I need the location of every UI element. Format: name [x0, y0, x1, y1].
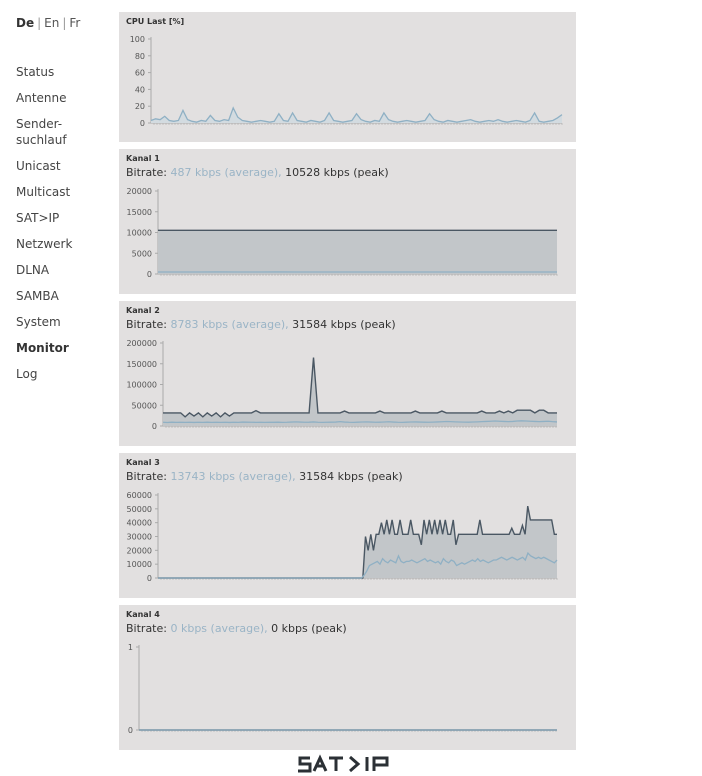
sidebar-item-status[interactable]: Status — [16, 65, 55, 79]
bitrate-label: Bitrate: — [126, 622, 167, 635]
sidebar-item-log[interactable]: Log — [16, 367, 38, 381]
y-tick-label: 200000 — [126, 339, 157, 348]
y-tick-label: 10000 — [127, 560, 152, 569]
cpu-load-panel: CPU Last [%] 100 80 60 40 20 0 — [119, 12, 576, 142]
kanal-3-peak: 31584 kbps (peak) — [299, 470, 403, 483]
kanal-4-chart: 10 — [128, 643, 557, 735]
kanal-1-bitrate: Bitrate: 487 kbps (average), 10528 kbps … — [126, 166, 389, 179]
y-tick-label: 100 — [130, 35, 145, 44]
y-tick-label: 20 — [135, 102, 145, 111]
y-tick-label: 15000 — [127, 208, 152, 217]
sidebar-item-antenne[interactable]: Antenne — [16, 91, 67, 105]
kanal-4-panel: Kanal 4 Bitrate: 0 kbps (average), 0 kbp… — [119, 605, 576, 750]
sidebar-item-monitor[interactable]: Monitor — [16, 341, 69, 355]
kanal-1-average: 487 kbps (average), — [170, 166, 282, 179]
kanal-3-title: Kanal 3 — [126, 458, 160, 467]
kanal-2-panel: Kanal 2 Bitrate: 8783 kbps (average), 31… — [119, 301, 576, 446]
kanal-1-title: Kanal 1 — [126, 154, 160, 163]
kanal-2-chart: 200000 150000 100000 50000 0 — [126, 339, 558, 431]
average-line — [162, 420, 558, 424]
language-separator: | — [37, 16, 42, 30]
cpu-load-line — [150, 106, 563, 123]
sidebar-item-dlna[interactable]: DLNA — [16, 263, 50, 277]
y-tick-label: 100000 — [126, 381, 157, 390]
cpu-load-chart: 100 80 60 40 20 0 — [130, 35, 563, 128]
kanal-3-chart: 60000 50000 40000 30000 20000 10000 0 — [127, 491, 558, 583]
kanal-2-bitrate: Bitrate: 8783 kbps (average), 31584 kbps… — [126, 318, 396, 331]
kanal-2-title: Kanal 2 — [126, 306, 160, 315]
bitrate-label: Bitrate: — [126, 318, 167, 331]
language-de-link[interactable]: De — [16, 16, 35, 30]
y-tick-label: 10000 — [127, 229, 152, 238]
y-tick-label: 0 — [140, 119, 145, 128]
kanal-3-bitrate: Bitrate: 13743 kbps (average), 31584 kbp… — [126, 470, 403, 483]
kanal-2-peak: 31584 kbps (peak) — [292, 318, 396, 331]
y-tick-label: 60000 — [127, 491, 152, 500]
kanal-4-peak: 0 kbps (peak) — [271, 622, 347, 635]
cpu-area-fill — [151, 107, 562, 123]
peak-area-fill — [158, 506, 557, 578]
y-tick-label: 40 — [135, 85, 145, 94]
language-switcher: De | En | Fr — [16, 16, 80, 30]
kanal-4-average: 0 kbps (average), — [170, 622, 268, 635]
y-tick-label: 50000 — [127, 505, 152, 514]
sidebar-item-sendersuchlauf[interactable]: Sender- suchlauf — [16, 117, 67, 147]
y-tick-label: 80 — [135, 52, 145, 61]
kanal-3-average: 13743 kbps (average), — [170, 470, 296, 483]
kanal-4-bitrate: Bitrate: 0 kbps (average), 0 kbps (peak) — [126, 622, 347, 635]
language-separator: | — [62, 16, 67, 30]
language-fr-link[interactable]: Fr — [69, 16, 81, 30]
kanal-1-chart: 20000 15000 10000 5000 0 — [127, 187, 558, 279]
bitrate-label: Bitrate: — [126, 470, 167, 483]
sidebar-item-netzwerk[interactable]: Netzwerk — [16, 237, 73, 251]
bitrate-label: Bitrate: — [126, 166, 167, 179]
y-tick-label: 60 — [135, 69, 145, 78]
y-tick-label: 0 — [147, 270, 152, 279]
kanal-3-panel: Kanal 3 Bitrate: 13743 kbps (average), 3… — [119, 453, 576, 598]
sidebar-item-satip[interactable]: SAT>IP — [16, 211, 60, 225]
kanal-2-average: 8783 kbps (average), — [170, 318, 289, 331]
y-tick-label: 0 — [128, 726, 133, 735]
y-tick-label: 5000 — [132, 249, 152, 258]
y-tick-label: 150000 — [126, 360, 157, 369]
y-tick-label: 20000 — [127, 187, 152, 196]
y-tick-label: 0 — [152, 422, 157, 431]
average-line — [158, 551, 558, 579]
peak-area-fill — [158, 230, 557, 274]
y-tick-label: 20000 — [127, 546, 152, 555]
satip-logo — [298, 754, 389, 773]
kanal-4-title: Kanal 4 — [126, 610, 160, 619]
y-tick-label: 40000 — [127, 519, 152, 528]
peak-line — [163, 357, 557, 418]
kanal-1-peak: 10528 kbps (peak) — [285, 166, 389, 179]
cpu-load-title: CPU Last [%] — [126, 17, 185, 26]
sidebar-item-unicast[interactable]: Unicast — [16, 159, 61, 173]
y-tick-label: 1 — [128, 643, 133, 652]
kanal-1-panel: Kanal 1 Bitrate: 487 kbps (average), 105… — [119, 149, 576, 294]
sidebar-item-system[interactable]: System — [16, 315, 61, 329]
peak-area-fill — [163, 357, 557, 426]
language-en-link[interactable]: En — [44, 16, 60, 30]
sidebar-item-samba[interactable]: SAMBA — [16, 289, 59, 303]
y-tick-label: 30000 — [127, 533, 152, 542]
sidebar-item-multicast[interactable]: Multicast — [16, 185, 71, 199]
y-tick-label: 0 — [147, 574, 152, 583]
y-tick-label: 50000 — [132, 401, 157, 410]
sidebar-nav: Status Antenne Sender- suchlauf Unicast … — [16, 64, 111, 392]
